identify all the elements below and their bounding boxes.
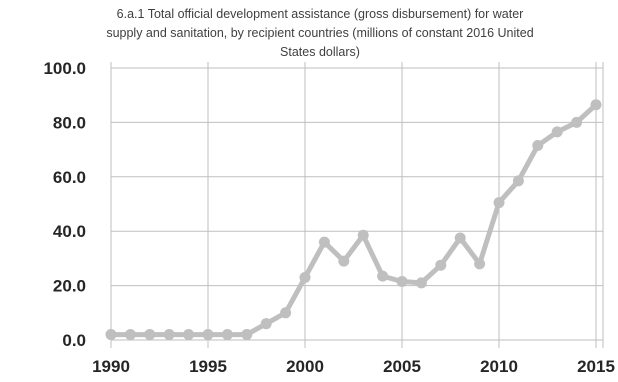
x-tick-label: 1995 <box>189 357 227 376</box>
data-point <box>435 259 447 271</box>
x-tick-label: 1990 <box>92 357 130 376</box>
data-point <box>280 307 292 319</box>
series-line <box>108 102 599 338</box>
data-point <box>512 175 524 187</box>
x-tick-label: 2005 <box>383 357 421 376</box>
data-point <box>474 258 486 270</box>
y-tick-label: 20.0 <box>53 277 86 296</box>
data-point <box>415 277 427 289</box>
data-point <box>124 329 136 341</box>
y-tick-label: 60.0 <box>53 168 86 187</box>
chart-title-line-1: 6.a.1 Total official development assista… <box>117 7 524 21</box>
data-point <box>144 329 156 341</box>
data-point <box>532 140 544 152</box>
data-point <box>318 236 330 248</box>
data-point <box>338 255 350 267</box>
y-tick-label: 100.0 <box>43 59 86 78</box>
data-point <box>377 270 389 282</box>
data-point <box>396 276 408 288</box>
data-point <box>493 197 505 209</box>
grid <box>110 62 604 348</box>
data-point <box>105 329 117 341</box>
x-axis-tick-labels: 1990 1995 2000 2005 2010 2015 <box>92 357 615 376</box>
data-point <box>221 329 233 341</box>
y-tick-label: 80.0 <box>53 113 86 132</box>
chart-title-line-2: supply and sanitation, by recipient coun… <box>106 26 533 40</box>
chart-title: 6.a.1 Total official development assista… <box>106 7 533 59</box>
data-point <box>202 329 214 341</box>
x-tick-label: 2010 <box>480 357 518 376</box>
chart-title-line-3: States dollars) <box>280 45 360 59</box>
data-series <box>105 99 602 341</box>
data-point <box>163 329 175 341</box>
data-point <box>183 329 195 341</box>
data-point <box>260 318 272 330</box>
data-point <box>357 229 369 241</box>
x-tick-label: 2015 <box>577 357 615 376</box>
data-point <box>241 329 253 341</box>
x-tick-label: 2000 <box>286 357 324 376</box>
data-point <box>454 232 466 244</box>
data-point <box>590 99 602 111</box>
data-point <box>571 116 583 128</box>
y-tick-label: 40.0 <box>53 222 86 241</box>
data-point <box>299 271 311 283</box>
y-tick-label: 0.0 <box>62 331 86 350</box>
y-axis-tick-labels: 0.0 20.0 40.0 60.0 80.0 100.0 <box>43 59 86 350</box>
data-point <box>551 126 563 138</box>
